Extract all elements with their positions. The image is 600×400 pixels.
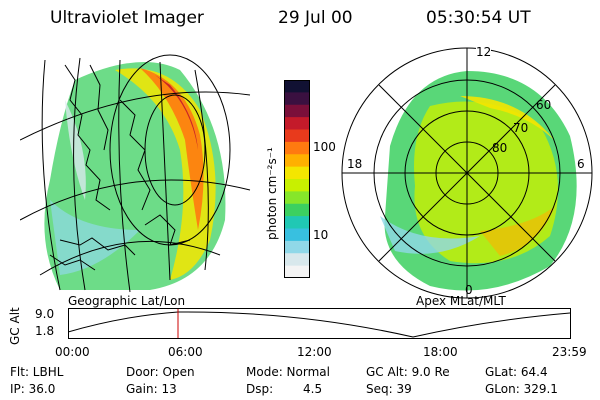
- colorbar-band: [284, 265, 310, 278]
- time-tick-1200: 12:00: [297, 345, 332, 359]
- colorbar-band: [284, 166, 310, 180]
- colorbar-band: [284, 141, 310, 155]
- mlt-label-6: 6: [577, 157, 585, 171]
- altitude-ylabel: GC Alt: [8, 307, 22, 345]
- colorbar-band: [284, 117, 310, 130]
- colorbar-band: [284, 80, 310, 93]
- mlat-label-70: 70: [513, 121, 529, 135]
- colorbar-band: [284, 154, 310, 168]
- dsp-value: 4.5: [303, 382, 323, 396]
- colorbar-band: [284, 191, 310, 205]
- altitude-curve: [68, 311, 571, 338]
- door-info: Door: Open: [126, 365, 195, 379]
- polar-caption: Apex MLat/MLT: [416, 294, 506, 308]
- glat-info: GLat: 64.4: [485, 365, 548, 379]
- altitude-plot: [68, 308, 571, 339]
- ip-info: IP: 36.0: [10, 382, 56, 396]
- glon-info: GLon: 329.1: [485, 382, 558, 396]
- colorbar-band: [284, 240, 310, 254]
- colorbar-band: [284, 228, 310, 242]
- colorbar-tick-10: 10: [313, 228, 329, 242]
- time-tick-2359: 23:59: [552, 345, 587, 359]
- colorbar-band: [284, 179, 310, 192]
- observation-time: 05:30:54 UT: [426, 8, 531, 28]
- mode-info: Mode: Normal: [246, 365, 330, 379]
- colorbar-label: photon cm⁻²s⁻¹: [265, 147, 279, 240]
- mlt-label-0: 0: [465, 283, 473, 297]
- gc-alt-info: GC Alt: 9.0 Re: [366, 365, 450, 379]
- geographic-image: [20, 54, 251, 293]
- altitude-ytick-1: 1.8: [35, 324, 55, 338]
- colorbar-band: [284, 216, 310, 229]
- seq-info: Seq: 39: [366, 382, 412, 396]
- time-tick-0600: 06:00: [168, 345, 203, 359]
- geographic-caption: Geographic Lat/Lon: [68, 294, 186, 308]
- colorbar-band: [284, 203, 310, 217]
- colorbar-frame: [284, 80, 310, 278]
- colorbar-tick-100: 100: [313, 140, 336, 154]
- colorbar-band: [284, 104, 310, 118]
- mlt-label-12: 12: [476, 45, 492, 59]
- colorbar-band: [284, 129, 310, 143]
- observation-date: 29 Jul 00: [278, 8, 353, 28]
- gain-info: Gain: 13: [126, 382, 177, 396]
- instrument-title: Ultraviolet Imager: [50, 8, 204, 28]
- filter-info: Flt: LBHL: [10, 365, 64, 379]
- time-tick-0000: 00:00: [55, 345, 90, 359]
- mlat-label-60: 60: [536, 98, 552, 112]
- colorbar-band: [284, 92, 310, 106]
- mlat-label-80: 80: [492, 141, 508, 155]
- altitude-ytick-9: 9.0: [35, 307, 55, 321]
- polar-plot: [341, 47, 593, 299]
- colorbar-band: [284, 253, 310, 267]
- dsp-label: Dsp:: [246, 382, 274, 396]
- mlt-label-18: 18: [347, 157, 363, 171]
- colorbar: [284, 80, 310, 278]
- time-tick-1800: 18:00: [423, 345, 458, 359]
